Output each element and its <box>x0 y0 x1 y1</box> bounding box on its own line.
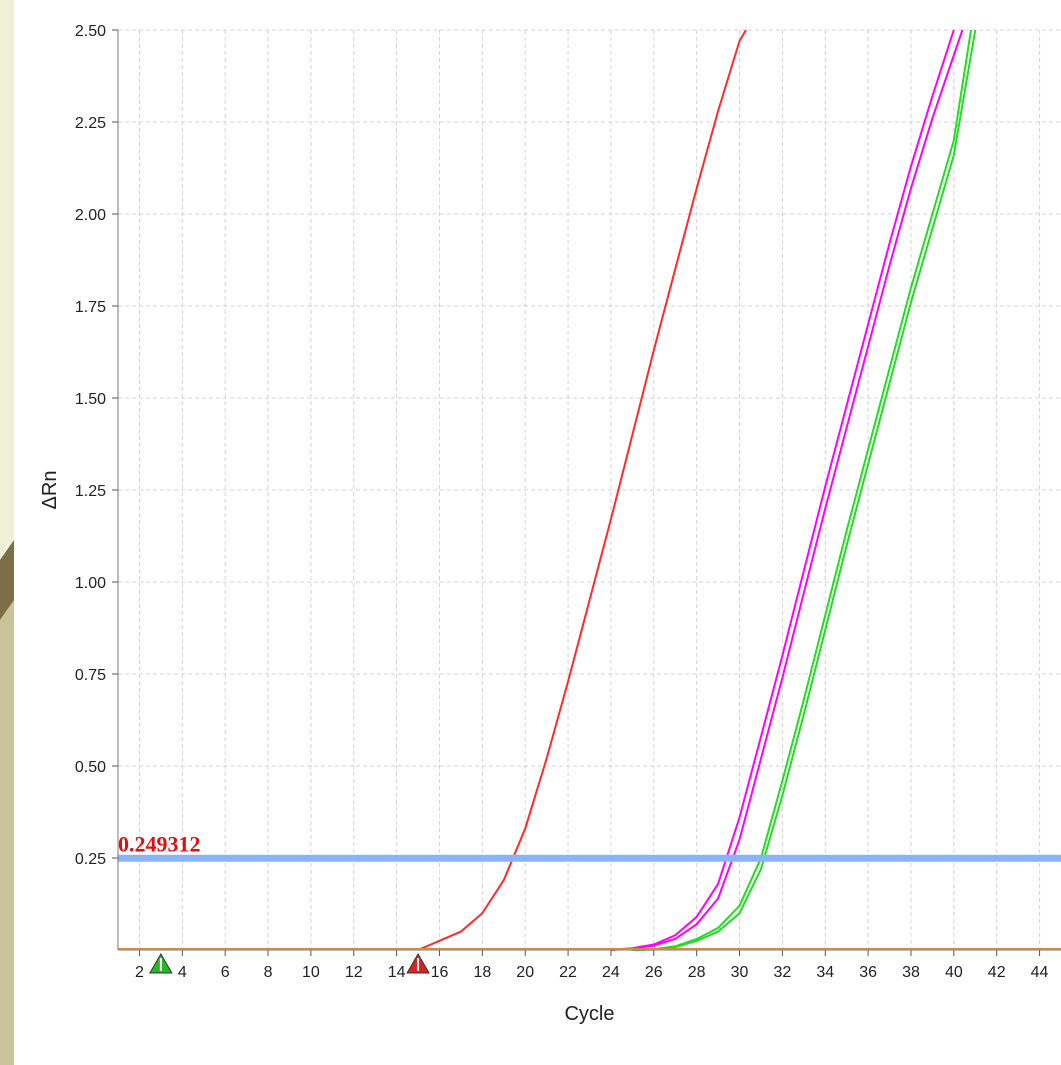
amplification-curve <box>610 29 955 951</box>
amplification-curve <box>632 29 977 951</box>
x-tick-label: 36 <box>859 964 877 981</box>
amplification-curve <box>632 29 972 951</box>
threshold-layer[interactable]: 0.249312 <box>118 831 1061 862</box>
x-tick-label: 38 <box>902 964 920 981</box>
y-tick-label: 1.50 <box>75 391 106 408</box>
x-tick-label: 42 <box>988 964 1006 981</box>
y-tick-label: 2.50 <box>75 23 106 40</box>
baseline-markers[interactable] <box>148 953 430 974</box>
y-tick-label: 1.75 <box>75 299 106 316</box>
x-tick-label: 14 <box>388 964 406 981</box>
x-tick-label: 24 <box>602 964 620 981</box>
y-tick-label: 0.75 <box>75 667 106 684</box>
decor-shape <box>0 600 14 1065</box>
x-tick-label: 12 <box>345 964 363 981</box>
y-tick-label: 0.25 <box>75 851 106 868</box>
x-tick-label: 6 <box>221 964 230 981</box>
x-tick-label: 8 <box>264 964 273 981</box>
x-tick-label: 26 <box>645 964 663 981</box>
x-tick-label: 22 <box>559 964 577 981</box>
axes: 2 4 6 8 10 12 14 16 18 20 22 24 26 28 30 32 34 36 38 40 42 44… <box>75 23 1061 981</box>
x-tick-label: 16 <box>431 964 449 981</box>
y-tick-label: 2.25 <box>75 115 106 132</box>
x-tick-label: 28 <box>688 964 706 981</box>
y-tick-label: 2.00 <box>75 207 106 224</box>
y-tick-label: 1.25 <box>75 483 106 500</box>
x-tick-label: 32 <box>773 964 791 981</box>
x-tick-label: 10 <box>302 964 320 981</box>
x-tick-label: 4 <box>178 964 187 981</box>
y-tick-label: 1.00 <box>75 575 106 592</box>
threshold-value-label: 0.249312 <box>118 831 201 856</box>
amplification-curve <box>610 29 964 951</box>
chart-panel: 0.249312 2 4 6 8 10 12 14 16 18 20 22 24 26 28 30 32 34 3… <box>14 0 1061 1065</box>
y-axis-title: ΔRn <box>39 471 61 510</box>
grid <box>118 29 1061 950</box>
x-tick-label: 2 <box>135 964 144 981</box>
amplification-plot: 0.249312 2 4 6 8 10 12 14 16 18 20 22 24 26 28 30 32 34 3… <box>39 23 1061 1025</box>
series-layer <box>417 29 977 951</box>
amplification-curve <box>417 29 747 951</box>
x-tick-label: 44 <box>1031 964 1049 981</box>
x-tick-label: 18 <box>473 964 491 981</box>
x-axis-title: Cycle <box>564 1003 614 1025</box>
x-tick-label: 34 <box>816 964 834 981</box>
x-tick-label: 40 <box>945 964 963 981</box>
x-tick-label: 20 <box>516 964 534 981</box>
x-tick-label: 30 <box>731 964 749 981</box>
y-tick-label: 0.50 <box>75 759 106 776</box>
